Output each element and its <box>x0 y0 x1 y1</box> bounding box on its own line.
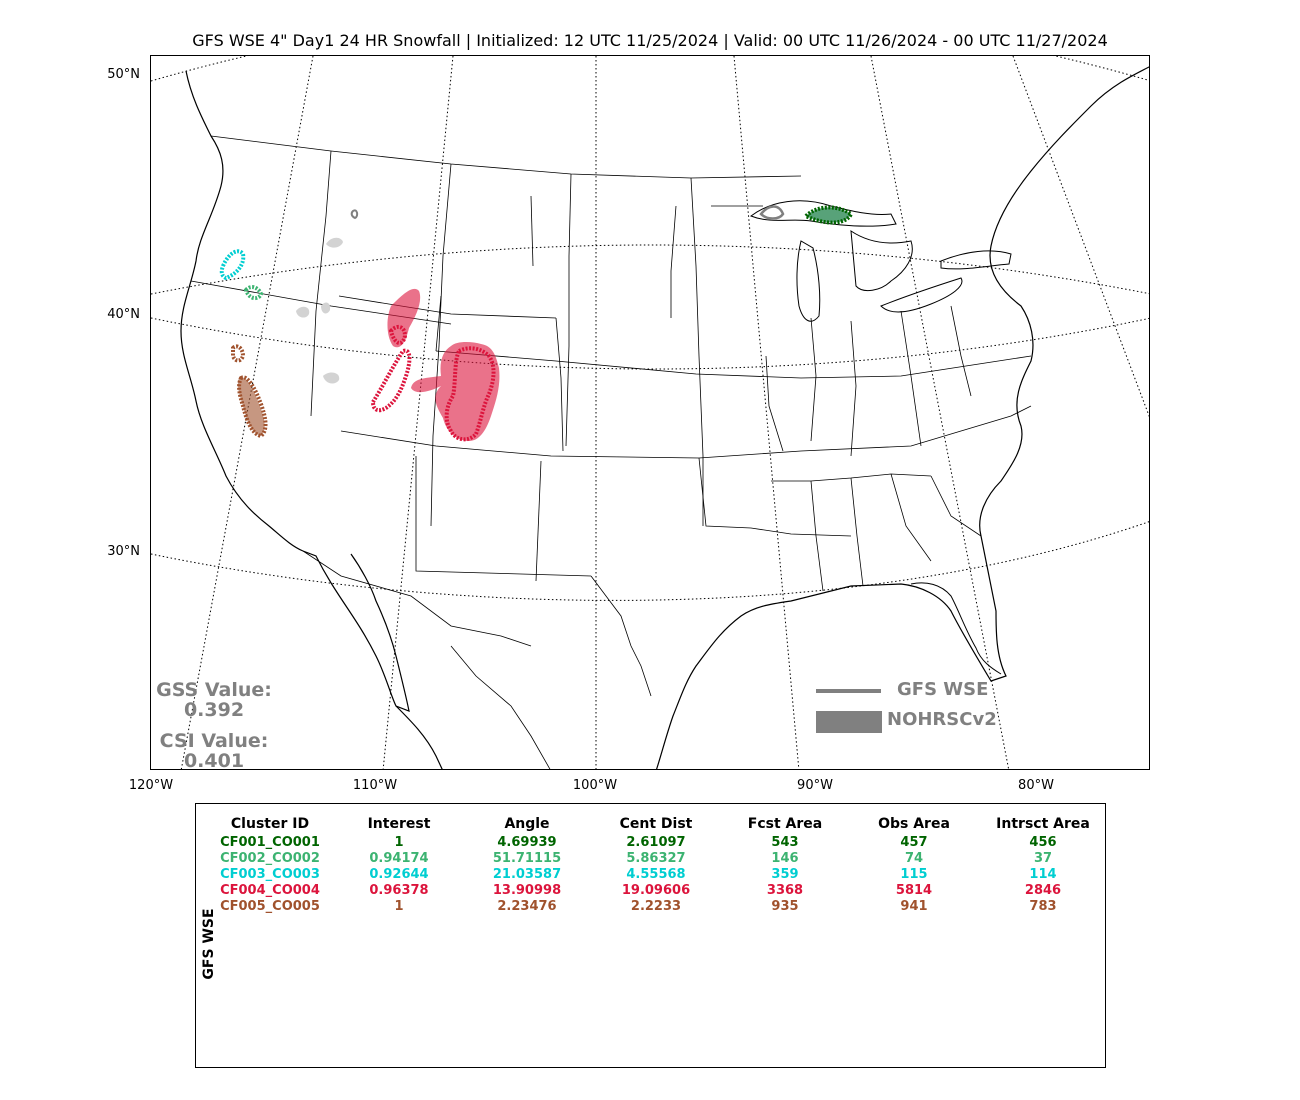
table-cell: 2846 <box>1024 882 1062 898</box>
table-cell: 51.71115 <box>492 850 562 866</box>
meridian-95w <box>733 56 800 769</box>
table-cell: 5814 <box>895 882 933 898</box>
table-cell: 1 <box>394 898 404 914</box>
table-cell: 783 <box>1029 898 1057 914</box>
table-row: CF001_CO001 1 4.69939 2.61097 543 457 456 <box>205 834 1107 850</box>
table-cell: 0.92644 <box>369 866 429 882</box>
header-interest: Interest <box>367 816 431 832</box>
map-title: GFS WSE 4" Day1 24 HR Snowfall | Initial… <box>192 31 1108 50</box>
table-row: CF002_CO002 0.94174 51.71115 5.86327 146 74 37 <box>205 850 1107 866</box>
lon-label-80w: 80°W <box>1018 778 1054 793</box>
table-cell: 19.09606 <box>621 882 691 898</box>
lon-label-120w: 120°W <box>128 778 174 793</box>
table-cell: CF004_CO004 <box>220 882 320 898</box>
forecast-cluster-cf002 <box>243 285 264 301</box>
latitude-45-line <box>151 244 1149 295</box>
observed-cluster-cf004 <box>387 288 500 441</box>
table-cell: 935 <box>771 898 799 914</box>
header-cent-dist: Cent Dist <box>619 816 693 832</box>
header-fcst-area: Fcst Area <box>747 816 823 832</box>
meridian-115w <box>180 56 314 769</box>
lat-label-30n: 30°N <box>107 544 140 559</box>
header-angle: Angle <box>504 816 550 832</box>
meridian-85w <box>870 56 1010 769</box>
table-cell: 359 <box>771 866 799 882</box>
lon-label-90w: 90°W <box>797 778 833 793</box>
header-obs-area: Obs Area <box>878 816 950 832</box>
table-cell: CF003_CO003 <box>220 866 320 882</box>
table-cell: 115 <box>900 866 928 882</box>
great-lakes <box>749 200 1012 322</box>
map-panel[interactable] <box>150 55 1150 770</box>
coastline <box>180 66 1149 769</box>
table-side-label: GFS WSE <box>201 908 217 980</box>
latitude-30-line <box>151 521 1149 601</box>
table-row: CF005_CO005 1 2.23476 2.2233 935 941 783 <box>205 898 1107 914</box>
header-cluster-id: Cluster ID <box>230 816 310 832</box>
table-cell: 2.23476 <box>497 898 557 914</box>
table-cell: 2.61097 <box>626 834 686 850</box>
table-cell: 4.69939 <box>497 834 557 850</box>
gss-label: GSS Value: <box>156 679 272 701</box>
table-cell: 0.96378 <box>369 882 429 898</box>
gss-value: 0.392 <box>183 699 245 721</box>
table-cell: 3368 <box>766 882 804 898</box>
csi-value: 0.401 <box>183 750 245 772</box>
table-cell: 4.55568 <box>626 866 686 882</box>
csi-label: CSI Value: <box>159 730 269 752</box>
map-legend <box>816 689 882 733</box>
meridian-75w <box>1012 56 1149 418</box>
florida <box>910 582 1002 675</box>
lon-label-110w: 110°W <box>352 778 398 793</box>
lat-label-50n: 50°N <box>107 67 140 82</box>
table-row: CF003_CO003 0.92644 21.03587 4.55568 359 115 1… <box>205 866 1107 882</box>
table-cell: 456 <box>1029 834 1057 850</box>
table-cell: 543 <box>771 834 799 850</box>
table-cell: 5.86327 <box>626 850 686 866</box>
forecast-cluster-cf004a <box>370 348 412 413</box>
table-cell: 13.90998 <box>492 882 562 898</box>
latitude-50-line <box>151 56 1149 82</box>
graticule <box>151 56 1149 769</box>
forecast-cluster-cf004b <box>444 346 496 442</box>
forecast-cluster-cf005b <box>231 344 246 363</box>
table-cell: 457 <box>900 834 928 850</box>
lat-label-40n: 40°N <box>107 307 140 322</box>
forecast-unmatched-id <box>350 209 359 220</box>
observed-clusters <box>237 207 851 441</box>
table-cell: 114 <box>1029 866 1057 882</box>
table-cell: 74 <box>904 850 924 866</box>
table-cell: CF005_CO005 <box>220 898 320 914</box>
forecast-unmatched-wi <box>759 205 785 220</box>
table-cell: 0.94174 <box>369 850 429 866</box>
cluster-table: Cluster ID Interest Angle Cent Dist Fcst… <box>205 814 1107 914</box>
table-cell: CF001_CO001 <box>220 834 320 850</box>
legend-observed-swatch <box>816 711 882 733</box>
forecast-cluster-cf004c <box>388 324 408 345</box>
table-cell: 21.03587 <box>492 866 562 882</box>
legend-observed-label: NOHRSCv2 <box>887 709 997 730</box>
table-cell: 2.2233 <box>630 898 682 914</box>
unmatched-snow-areas <box>296 237 343 384</box>
header-intrsct-area: Intrsct Area <box>996 816 1090 832</box>
lon-label-100w: 100°W <box>572 778 618 793</box>
forecast-cluster-cf003 <box>219 249 246 281</box>
table-header-row: Cluster ID Interest Angle Cent Dist Fcst… <box>205 814 1107 834</box>
table-cell: 1 <box>394 834 404 850</box>
table-cell: 37 <box>1033 850 1053 866</box>
state-borders <box>190 135 1032 769</box>
forecast-cluster-cf005a <box>237 375 268 439</box>
table-cell: 146 <box>771 850 799 866</box>
table-cell: CF002_CO002 <box>220 850 320 866</box>
cluster-table-panel <box>195 803 1106 1068</box>
table-row: CF004_CO004 0.96378 13.90998 19.09606 3368 58… <box>205 882 1107 898</box>
table-cell: 941 <box>900 898 928 914</box>
legend-forecast-label: GFS WSE <box>897 679 989 700</box>
observed-cluster-cf005 <box>237 377 265 436</box>
map-canvas <box>151 56 1149 769</box>
forecast-clusters <box>219 205 854 442</box>
